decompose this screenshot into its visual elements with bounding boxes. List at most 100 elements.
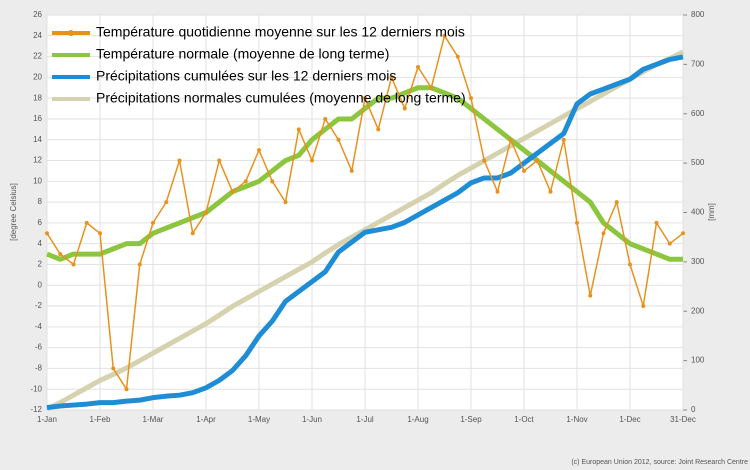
x-tick-label: 1-May xyxy=(248,415,270,424)
x-tick-label: 31-Dec xyxy=(670,415,696,424)
point xyxy=(270,179,275,184)
point xyxy=(601,231,606,236)
point xyxy=(124,387,129,392)
y-tick-label: 20 xyxy=(33,72,42,81)
point xyxy=(349,168,354,173)
point xyxy=(442,33,447,38)
x-tick-label: 1-Apr xyxy=(196,415,216,424)
point xyxy=(522,168,526,173)
legend-label: Précipitations cumulées sur les 12 derni… xyxy=(96,68,396,84)
legend-label: Température normale (moyenne de long ter… xyxy=(96,46,389,62)
y2-tick-label: 0 xyxy=(691,405,696,414)
point xyxy=(310,158,314,163)
y2-tick-label: 500 xyxy=(691,158,705,167)
point xyxy=(296,127,301,132)
y-tick-label: 16 xyxy=(33,114,42,123)
y-tick-label: 24 xyxy=(33,31,42,40)
legend-marker xyxy=(68,30,74,36)
point xyxy=(561,137,566,142)
point xyxy=(243,179,248,184)
point xyxy=(164,200,169,205)
legend-label: Température quotidienne moyenne sur les … xyxy=(96,24,465,40)
y2-tick-label: 600 xyxy=(691,109,705,118)
source: (c) European Union 2012, source: Joint R… xyxy=(571,459,748,466)
point xyxy=(111,366,116,371)
y-tick-label: 8 xyxy=(38,197,43,206)
y-tick-label: 2 xyxy=(38,260,43,269)
point xyxy=(137,262,142,267)
x-tick-label: 1-Feb xyxy=(90,415,111,424)
x-tick-label: 1-Aug xyxy=(407,415,428,424)
point xyxy=(628,262,632,267)
y2-tick-label: 200 xyxy=(691,306,705,315)
point xyxy=(376,127,381,132)
y2-axis-label: [mm] xyxy=(707,203,716,221)
point xyxy=(429,85,434,90)
y-tick-label: 12 xyxy=(33,156,42,165)
point xyxy=(389,75,394,80)
point xyxy=(58,252,63,257)
y-tick-label: -10 xyxy=(30,384,42,393)
point xyxy=(151,220,155,225)
y-axis-label: [degree Celsius] xyxy=(9,183,18,241)
point xyxy=(455,54,460,59)
point xyxy=(230,189,235,194)
y-tick-label: -4 xyxy=(35,322,43,331)
point xyxy=(588,293,593,298)
y2-tick-label: 100 xyxy=(691,356,705,365)
y2-tick-label: 400 xyxy=(691,208,705,217)
point xyxy=(548,189,553,194)
point xyxy=(575,220,579,225)
y-tick-label: -8 xyxy=(35,364,43,373)
point xyxy=(667,241,672,246)
point xyxy=(98,231,102,236)
y2-tick-label: 300 xyxy=(691,257,705,266)
x-tick-label: 1-Nov xyxy=(566,415,587,424)
x-tick-label: 1-Dec xyxy=(619,415,640,424)
y-tick-label: 4 xyxy=(38,239,43,248)
point xyxy=(190,231,195,236)
y-tick-label: 10 xyxy=(33,176,42,185)
point xyxy=(416,64,420,69)
point xyxy=(363,96,367,101)
point xyxy=(177,158,182,163)
point xyxy=(45,231,49,236)
point xyxy=(495,189,500,194)
point xyxy=(71,262,76,267)
y-tick-label: 14 xyxy=(33,135,42,144)
point xyxy=(535,158,540,163)
y-tick-label: 18 xyxy=(33,93,42,102)
point xyxy=(641,304,646,309)
y-tick-label: -12 xyxy=(30,405,42,414)
point xyxy=(283,200,288,205)
point xyxy=(469,96,473,101)
y-tick-label: -6 xyxy=(35,343,43,352)
series-line xyxy=(46,54,684,411)
y2-tick-label: 700 xyxy=(691,59,705,68)
x-tick-label: 1-Mar xyxy=(143,415,164,424)
y-tick-label: 6 xyxy=(38,218,43,227)
y-tick-label: -2 xyxy=(35,301,43,310)
x-tick-label: 1-Sep xyxy=(460,415,482,424)
point xyxy=(257,148,261,153)
x-tick-label: 1-Jul xyxy=(356,415,374,424)
x-tick-label: 1-Jun xyxy=(302,415,322,424)
point xyxy=(508,137,513,142)
y-tick-label: 26 xyxy=(33,10,42,19)
point xyxy=(84,220,89,225)
point xyxy=(654,220,659,225)
point xyxy=(402,106,407,111)
point xyxy=(336,137,341,142)
y2-tick-label: 800 xyxy=(691,10,705,19)
x-tick-label: 1-Jan xyxy=(37,415,57,424)
point xyxy=(217,158,222,163)
point xyxy=(681,231,685,236)
point xyxy=(482,158,487,163)
x-tick-label: 1-Oct xyxy=(514,415,534,424)
y-tick-label: 0 xyxy=(38,280,43,289)
y-tick-label: 22 xyxy=(33,52,42,61)
point xyxy=(323,116,328,121)
point xyxy=(614,200,619,205)
point xyxy=(204,210,208,215)
